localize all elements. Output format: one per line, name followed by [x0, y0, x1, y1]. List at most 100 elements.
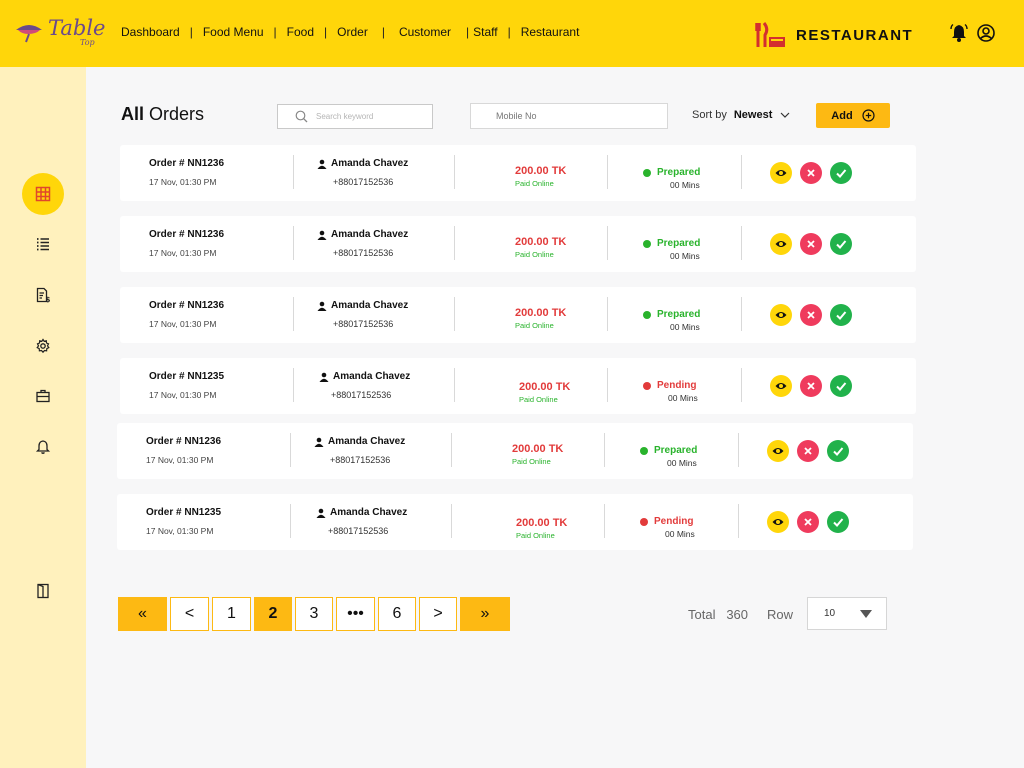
- accept-order-button[interactable]: [827, 511, 849, 533]
- eye-icon: [775, 312, 787, 318]
- customer-phone: +88017152536: [333, 177, 394, 187]
- column-divider: [741, 155, 742, 189]
- tray-icon: [16, 25, 42, 43]
- view-order-button[interactable]: [770, 162, 792, 184]
- view-order-button[interactable]: [770, 375, 792, 397]
- sort-dropdown[interactable]: Sort by Newest: [692, 109, 790, 121]
- customer-phone: +88017152536: [333, 319, 394, 329]
- order-row[interactable]: Order # NN1235 17 Nov, 01:30 PM Amanda Cha…: [120, 358, 916, 414]
- status-dot: [640, 446, 648, 455]
- status-text: Prepared: [654, 445, 698, 456]
- accept-order-button[interactable]: [830, 162, 852, 184]
- check-icon: [836, 311, 847, 320]
- person-icon: [317, 301, 327, 311]
- check-icon: [836, 382, 847, 391]
- page-ellipsis[interactable]: •••: [336, 597, 375, 631]
- eye-icon: [772, 519, 784, 525]
- next-page-button[interactable]: >: [419, 597, 457, 631]
- accept-order-button[interactable]: [827, 440, 849, 462]
- cancel-order-button[interactable]: [800, 375, 822, 397]
- payment-method: Paid Online: [515, 250, 554, 259]
- status-dot: [643, 239, 651, 248]
- bell-icon[interactable]: [949, 23, 969, 43]
- cancel-order-button[interactable]: [797, 511, 819, 533]
- accept-order-button[interactable]: [830, 304, 852, 326]
- page-title-bold: All: [121, 104, 145, 124]
- column-divider: [454, 155, 455, 189]
- page-button-1[interactable]: 1: [212, 597, 251, 631]
- page-button-3[interactable]: 3: [295, 597, 333, 631]
- order-row[interactable]: Order # NN1236 17 Nov, 01:30 PM Amanda Cha…: [117, 423, 913, 479]
- view-order-button[interactable]: [767, 440, 789, 462]
- order-row[interactable]: Order # NN1236 17 Nov, 01:30 PM Amanda Cha…: [120, 216, 916, 272]
- sidebar-item-orders[interactable]: [22, 173, 64, 215]
- sidebar-item-settings[interactable]: [22, 325, 64, 367]
- user-icon[interactable]: [976, 23, 996, 43]
- cancel-order-button[interactable]: [797, 440, 819, 462]
- sidebar-item-list[interactable]: [22, 223, 64, 265]
- page-label: 6: [392, 605, 402, 622]
- chevron-down-icon: [780, 112, 790, 118]
- order-amount: 200.00 TK: [515, 307, 567, 319]
- nav-food[interactable]: Food: [286, 25, 315, 39]
- page-button-6[interactable]: 6: [378, 597, 416, 631]
- sidebar-item-notifications[interactable]: [22, 426, 64, 468]
- status-text: Pending: [654, 516, 694, 527]
- customer-phone: +88017152536: [328, 526, 389, 536]
- view-order-button[interactable]: [770, 233, 792, 255]
- status-text: Pending: [657, 380, 697, 391]
- nav-order[interactable]: Order: [337, 25, 368, 39]
- nav-food-menu[interactable]: Food Menu: [202, 25, 264, 39]
- accept-order-button[interactable]: [830, 233, 852, 255]
- search-box[interactable]: [277, 104, 433, 129]
- cancel-order-button[interactable]: [800, 233, 822, 255]
- column-divider: [293, 368, 294, 402]
- nav-separator: |: [381, 25, 385, 39]
- brand-sub: Top: [80, 38, 95, 47]
- sidebar-item-logout[interactable]: [22, 570, 64, 612]
- sidebar-item-invoice[interactable]: $: [22, 274, 64, 316]
- order-row[interactable]: Order # NN1236 17 Nov, 01:30 PM Amanda Cha…: [120, 145, 916, 201]
- nav-restaurant[interactable]: Restaurant: [520, 25, 580, 39]
- nav-customer[interactable]: Customer: [398, 25, 451, 39]
- column-divider: [607, 155, 608, 189]
- nav-separator: |: [465, 25, 470, 39]
- page-button-2[interactable]: 2: [254, 597, 292, 631]
- rows-per-page-select[interactable]: 10: [807, 597, 887, 630]
- customer-name-text: Amanda Chavez: [330, 507, 408, 518]
- prev-page-button[interactable]: <: [170, 597, 209, 631]
- close-icon: [807, 169, 815, 177]
- search-input[interactable]: [316, 112, 426, 121]
- last-page-button[interactable]: »: [460, 597, 510, 631]
- brand-logo[interactable]: Table Top: [14, 14, 105, 52]
- add-button[interactable]: Add: [816, 103, 890, 128]
- order-row[interactable]: Order # NN1235 17 Nov, 01:30 PM Amanda Cha…: [117, 494, 913, 550]
- prev-page-label: <: [184, 605, 195, 622]
- nav-staff[interactable]: Staff: [473, 25, 498, 39]
- invoice-icon: $: [36, 287, 51, 303]
- cancel-order-button[interactable]: [800, 162, 822, 184]
- status-badge: Pending: [640, 516, 693, 527]
- accept-order-button[interactable]: [830, 375, 852, 397]
- mobile-input[interactable]: [470, 103, 668, 129]
- status-dot: [643, 168, 651, 177]
- cancel-order-button[interactable]: [800, 304, 822, 326]
- pagination: « < 1 2 3 ••• 6 > »: [118, 597, 513, 631]
- first-page-button[interactable]: «: [118, 597, 167, 631]
- sidebar-item-briefcase[interactable]: [22, 375, 64, 417]
- view-order-button[interactable]: [770, 304, 792, 326]
- nav-dashboard[interactable]: Dashboard: [121, 25, 180, 39]
- order-row[interactable]: Order # NN1236 17 Nov, 01:30 PM Amanda Cha…: [120, 287, 916, 343]
- column-divider: [741, 297, 742, 331]
- status-badge: Prepared: [643, 238, 700, 249]
- order-number: Order # NN1235: [146, 507, 222, 518]
- customer-name-text: Amanda Chavez: [328, 436, 406, 447]
- person-icon: [316, 508, 326, 518]
- sidebar: $: [0, 67, 86, 768]
- view-order-button[interactable]: [767, 511, 789, 533]
- order-date: 17 Nov, 01:30 PM: [146, 526, 214, 536]
- prep-time: 00 Mins: [670, 180, 700, 190]
- total-label: Total: [688, 607, 716, 622]
- svg-text:$: $: [46, 296, 51, 303]
- sort-value: Newest: [733, 109, 773, 121]
